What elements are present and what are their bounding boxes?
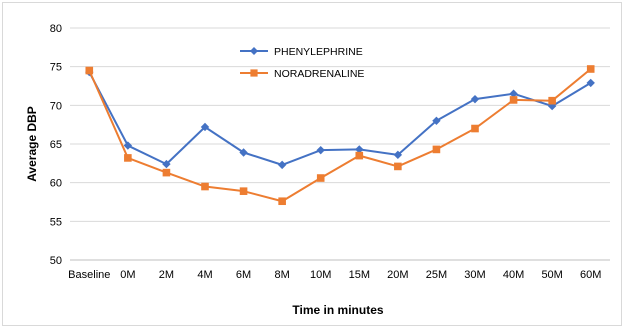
series-line: [88, 68, 592, 203]
x-tick-label: 10M: [310, 269, 331, 281]
legend-label: NORADRENALINE: [274, 68, 364, 80]
data-point: [239, 148, 248, 157]
data-point: [277, 160, 287, 170]
legend-entry: PHENYLEPHRINE: [240, 46, 363, 58]
data-point: [123, 141, 133, 150]
x-tick-label: 60M: [580, 269, 601, 281]
legend: PHENYLEPHRINE NORADRENALINE: [240, 46, 364, 80]
legend-entry: NORADRENALINE: [240, 68, 364, 80]
y-tick-label: 60: [50, 178, 62, 190]
data-point: [470, 94, 480, 104]
x-tick-label: 50M: [541, 269, 562, 281]
data-point: [316, 145, 325, 155]
data-point: [393, 150, 403, 160]
data-point: [471, 124, 479, 133]
legend-marker: [250, 47, 258, 55]
data-point: [316, 174, 325, 182]
data-point: [432, 116, 441, 125]
y-axis-title: Average DBP: [25, 106, 39, 182]
series-line: [88, 71, 592, 166]
chart-frame: [2, 2, 622, 326]
data-point: [586, 65, 595, 73]
data-point: [509, 96, 518, 104]
x-tick-label: 4M: [197, 269, 212, 281]
y-tick-label: 70: [50, 100, 62, 112]
data-point: [432, 145, 441, 154]
x-tick-label: 6M: [236, 269, 251, 281]
data-point: [85, 66, 94, 75]
x-tick-label: 25M: [426, 269, 447, 281]
data-point: [355, 151, 364, 160]
data-point: [394, 162, 402, 171]
x-tick-label: 8M: [275, 269, 290, 281]
y-tick-label: 50: [50, 255, 62, 267]
data-point: [278, 197, 286, 206]
legend-label: PHENYLEPHRINE: [274, 46, 363, 58]
data-point: [201, 182, 209, 191]
data-point: [162, 168, 171, 177]
y-tick-label: 55: [50, 216, 62, 228]
data-point: [162, 159, 171, 169]
legend-marker: [250, 69, 258, 77]
gridlines: [70, 27, 610, 222]
x-tick-label: 30M: [464, 269, 485, 281]
y-tick-label: 65: [50, 139, 62, 151]
x-tick-label: 40M: [503, 269, 524, 281]
data-point: [239, 187, 248, 195]
series-phenylephrine: [85, 67, 595, 170]
data-point: [355, 145, 364, 154]
x-tick-label: 2M: [159, 269, 174, 281]
series: [85, 65, 595, 206]
y-tick-label: 75: [50, 62, 62, 74]
data-point: [586, 78, 595, 88]
data-point: [124, 154, 132, 162]
y-tick-labels: 50 55 60 65 70 75 80: [50, 23, 62, 267]
data-point: [200, 122, 210, 132]
data-point: [548, 96, 556, 105]
x-axis-title: Time in minutes: [292, 303, 383, 317]
x-tick-label: Baseline: [68, 269, 110, 281]
data-point: [509, 89, 518, 98]
x-tick-label: 0M: [120, 269, 135, 281]
series-noradrenaline: [85, 65, 595, 206]
x-tick-labels: Baseline 0M 2M 4M 6M 8M 10M 15M 20M 25M 30M 40M 50M 6…: [68, 269, 601, 281]
x-tick-label: 15M: [349, 269, 370, 281]
y-tick-label: 80: [50, 23, 62, 35]
x-tick-label: 20M: [387, 269, 408, 281]
